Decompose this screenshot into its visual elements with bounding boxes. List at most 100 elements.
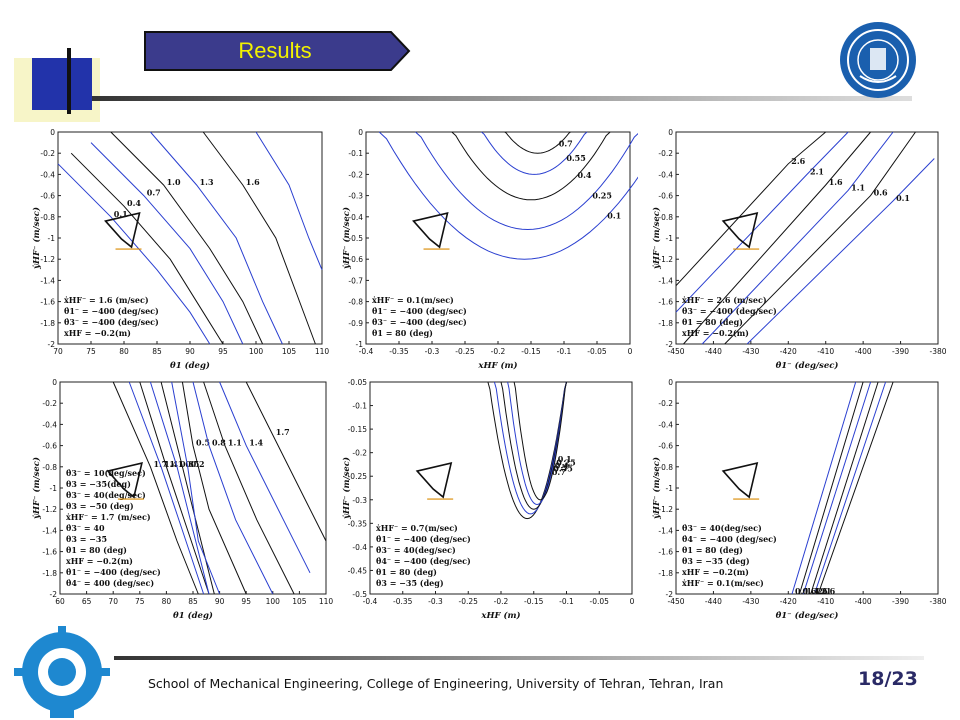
x-tick-label: -0.15 bbox=[521, 347, 541, 356]
x-tick-label: -420 bbox=[780, 597, 797, 606]
y-tick-label: -0.4 bbox=[658, 170, 673, 179]
annotation-text: ẋHF⁻ = 1.6 (m/sec) bbox=[64, 295, 149, 305]
annotation-text: θ̇4⁻ = −400 (deg/sec) bbox=[682, 534, 777, 544]
y-tick-label: -1.4 bbox=[658, 526, 673, 535]
x-tick-label: 65 bbox=[82, 597, 92, 606]
contour-label: 0.6 bbox=[803, 586, 817, 596]
x-tick-label: -430 bbox=[742, 347, 759, 356]
y-tick-label: -0.45 bbox=[348, 566, 368, 575]
x-tick-label: -0.4 bbox=[363, 597, 378, 606]
slide-title: Results bbox=[238, 38, 312, 63]
y-tick-label: -1.8 bbox=[658, 319, 673, 328]
annotation-text: θ̇3⁻ = −400 (deg/sec) bbox=[64, 317, 159, 327]
contour-label: 1.6 bbox=[814, 586, 828, 596]
y-tick-label: -1.6 bbox=[658, 548, 673, 557]
contour-line bbox=[701, 131, 894, 345]
deco-bar-blue bbox=[32, 58, 92, 110]
annotation-text: θ3 = −35 bbox=[66, 534, 107, 544]
contour-label: 0.5 bbox=[185, 459, 199, 469]
x-tick-label: 110 bbox=[319, 597, 334, 606]
x-axis-label: θ̇1⁻ (deg/sec) bbox=[776, 360, 839, 371]
contour-line bbox=[171, 381, 221, 595]
y-tick-label: -0.15 bbox=[348, 425, 368, 434]
deco-vline bbox=[67, 48, 71, 114]
x-tick-label: -390 bbox=[892, 347, 909, 356]
x-tick-label: -430 bbox=[742, 597, 759, 606]
contour-line bbox=[675, 131, 827, 287]
title-arrow bbox=[144, 31, 411, 71]
y-tick-label: -1.2 bbox=[658, 505, 673, 514]
contour-label: 0.55 bbox=[553, 464, 572, 474]
x-tick-label: -420 bbox=[780, 347, 797, 356]
contour-line bbox=[481, 131, 588, 175]
y-tick-label: -0.4 bbox=[40, 170, 55, 179]
contour-line bbox=[513, 381, 567, 501]
deco-hline-bottom bbox=[114, 656, 924, 660]
annotation-text: θ̇3⁻ = 10(deg/sec) bbox=[66, 468, 146, 478]
mechanism-sketch bbox=[721, 461, 759, 499]
contour-line bbox=[149, 381, 210, 595]
y-tick-label: -0.4 bbox=[348, 213, 363, 222]
chart-panel-5: -0.4 -0.35 -0.3 -0.25 -0.2 -0.15 -0.1 -0.05 0 -0.… bbox=[340, 376, 640, 624]
contour-label: 0.25 bbox=[592, 190, 611, 200]
y-tick-label: -0.6 bbox=[658, 192, 673, 201]
contour-line bbox=[500, 381, 567, 510]
engineering-college-logo bbox=[14, 626, 110, 718]
x-tick-label: -440 bbox=[705, 347, 722, 356]
annotation-text: θ̇3⁻ = 40 bbox=[66, 523, 105, 533]
plot-frame bbox=[675, 381, 939, 595]
contour-label: 0.5 bbox=[196, 438, 210, 448]
y-tick-label: -0.2 bbox=[658, 399, 673, 408]
y-tick-label: -1.2 bbox=[40, 255, 55, 264]
y-tick-label: 0 bbox=[358, 128, 363, 137]
y-tick-label: -0.8 bbox=[348, 298, 363, 307]
y-tick-label: -0.35 bbox=[348, 519, 368, 528]
contour-label: 1.6 bbox=[829, 177, 843, 187]
x-tick-label: 110 bbox=[315, 347, 330, 356]
y-axis-label: ẏHF⁻ (m/sec) bbox=[341, 457, 352, 520]
contour-label: 0.4 bbox=[127, 198, 141, 208]
contour-line bbox=[128, 381, 205, 595]
y-tick-label: -1 bbox=[356, 340, 364, 349]
contour-label: 2.1 bbox=[817, 586, 831, 596]
y-tick-label: -0.2 bbox=[42, 399, 57, 408]
contour-line bbox=[90, 142, 244, 345]
annotation-text: θ̇1⁻ = −400 (deg/sec) bbox=[64, 306, 159, 316]
contour-label: 1.3 bbox=[200, 177, 214, 187]
chart-panel-2: -0.4 -0.35 -0.3 -0.25 -0.2 -0.15 -0.1 -0.05 0 0 -0… bbox=[340, 128, 638, 372]
contour-label: 0.7 bbox=[559, 138, 573, 148]
contour-line bbox=[181, 381, 247, 595]
y-tick-label: -0.8 bbox=[658, 213, 673, 222]
x-tick-label: -0.3 bbox=[428, 597, 443, 606]
x-tick-label: -0.1 bbox=[559, 597, 574, 606]
y-axis-label: ẏHF⁻ (m/sec) bbox=[341, 207, 352, 270]
contour-line bbox=[245, 381, 327, 542]
annotation-text: ẋHF⁻ = 0.7(m/sec) bbox=[376, 523, 458, 533]
x-tick-label: 85 bbox=[152, 347, 162, 356]
annotation-text: θ̇4⁻ = 400 (deg/sec) bbox=[66, 578, 154, 588]
annotation-text: θ1 = 80 (deg) bbox=[372, 328, 433, 338]
y-tick-label: -1 bbox=[50, 484, 58, 493]
mechanism-sketch bbox=[412, 211, 449, 249]
y-tick-label: -0.4 bbox=[42, 420, 57, 429]
annotation-text: θ3 = −35 (deg) bbox=[376, 578, 444, 588]
plot-frame bbox=[369, 381, 633, 595]
y-tick-label: -1.8 bbox=[40, 319, 55, 328]
contour-label: 0.7 bbox=[552, 467, 566, 477]
contour-label: 0.8 bbox=[212, 438, 226, 448]
mechanism-sketch bbox=[415, 461, 453, 499]
contour-label: 0.4 bbox=[578, 170, 592, 180]
annotation-text: θ̇3⁻ = −400 (deg/sec) bbox=[682, 306, 777, 316]
x-tick-label: 105 bbox=[292, 597, 307, 606]
contour-label: 0.25 bbox=[556, 457, 575, 467]
annotation-text: ẋHF⁻ = 2.6 (m/sec) bbox=[682, 295, 767, 305]
contour-label: 0.55 bbox=[566, 153, 585, 163]
annotation-text: θ̇1⁻ = −400 (deg/sec) bbox=[376, 534, 471, 544]
contour-label: 2.1 bbox=[810, 166, 824, 176]
y-tick-label: -0.3 bbox=[352, 496, 367, 505]
y-tick-label: -0.05 bbox=[348, 378, 368, 387]
x-tick-label: 95 bbox=[241, 597, 251, 606]
x-tick-label: -380 bbox=[929, 597, 946, 606]
y-axis-label: ẏHF⁻ (m/sec) bbox=[651, 207, 662, 270]
annotation-text: θ̇4⁻ = −400 (deg/sec) bbox=[376, 556, 471, 566]
